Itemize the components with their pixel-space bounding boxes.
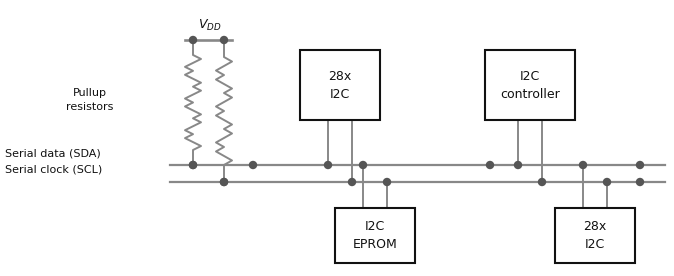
Bar — [485, 50, 575, 120]
Bar — [555, 208, 635, 262]
Circle shape — [220, 179, 228, 185]
Text: Serial clock (SCL): Serial clock (SCL) — [5, 165, 102, 175]
Circle shape — [220, 36, 228, 44]
Text: $V_{DD}$: $V_{DD}$ — [198, 18, 222, 33]
Circle shape — [384, 179, 390, 185]
Circle shape — [249, 161, 257, 169]
Text: Pullup
resistors: Pullup resistors — [66, 88, 114, 112]
Circle shape — [359, 161, 367, 169]
Circle shape — [348, 179, 355, 185]
Circle shape — [636, 179, 644, 185]
Text: I2C
EPROM: I2C EPROM — [353, 219, 398, 251]
Circle shape — [487, 161, 493, 169]
Bar — [300, 50, 380, 120]
Circle shape — [603, 179, 611, 185]
Circle shape — [580, 161, 586, 169]
Circle shape — [220, 179, 228, 185]
Circle shape — [189, 161, 197, 169]
Circle shape — [189, 161, 197, 169]
Text: 28x
I2C: 28x I2C — [328, 70, 352, 100]
Text: I2C
controller: I2C controller — [500, 70, 560, 100]
Circle shape — [189, 36, 197, 44]
Circle shape — [514, 161, 522, 169]
Text: 28x
I2C: 28x I2C — [584, 219, 607, 251]
Text: Serial data (SDA): Serial data (SDA) — [5, 148, 100, 158]
Bar — [335, 208, 415, 262]
Circle shape — [636, 161, 644, 169]
Circle shape — [539, 179, 545, 185]
Circle shape — [324, 161, 332, 169]
